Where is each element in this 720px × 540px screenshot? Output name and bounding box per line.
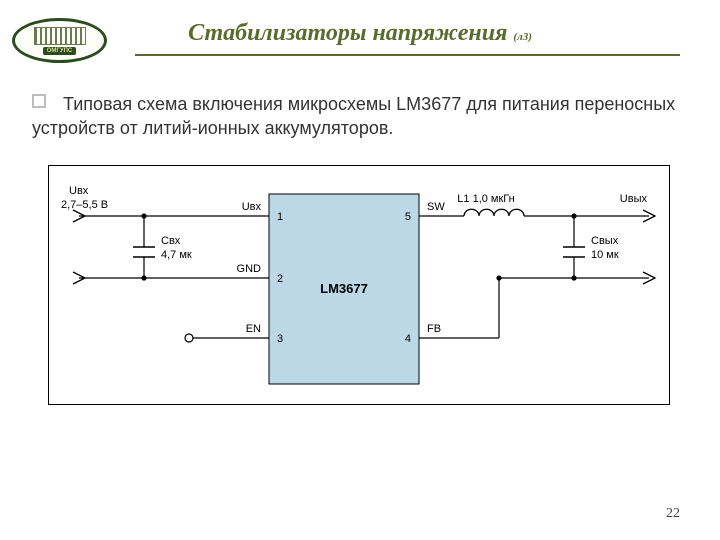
- svg-text:3: 3: [277, 333, 283, 345]
- svg-text:10 мк: 10 мк: [591, 249, 619, 261]
- page-number: 22: [666, 506, 680, 522]
- svg-text:L1 1,0 мкГн: L1 1,0 мкГн: [457, 193, 514, 205]
- svg-text:FB: FB: [427, 323, 441, 335]
- svg-text:LM3677: LM3677: [320, 281, 368, 296]
- svg-text:EN: EN: [246, 323, 261, 335]
- svg-text:5: 5: [405, 211, 411, 223]
- title-sub: (л3): [513, 31, 531, 43]
- svg-text:Uвх: Uвх: [242, 201, 262, 213]
- bullet-item: Типовая схема включения микросхемы LM367…: [32, 92, 680, 141]
- svg-text:Cвх: Cвх: [161, 235, 181, 247]
- svg-text:4,7 мк: 4,7 мк: [161, 249, 192, 261]
- bullet-text: Типовая схема включения микросхемы LM367…: [32, 94, 675, 138]
- svg-text:SW: SW: [427, 201, 445, 213]
- svg-text:Cвых: Cвых: [591, 235, 619, 247]
- circuit-diagram: LM3677 1 Uвх 2 GND 3 EN 5 SW 4 FB Uвх 2,7–5,5 В Cвх 4,…: [48, 165, 670, 405]
- circuit-svg: LM3677 1 Uвх 2 GND 3 EN 5 SW 4 FB Uвх 2,7–5,5 В Cвх 4,…: [49, 166, 669, 404]
- svg-text:Uвх: Uвх: [69, 185, 89, 197]
- slide-title: Стабилизаторы напряжения (л3): [0, 20, 720, 47]
- svg-text:Uвых: Uвых: [620, 193, 648, 205]
- svg-text:1: 1: [277, 211, 283, 223]
- svg-text:2,7–5,5 В: 2,7–5,5 В: [61, 199, 108, 211]
- svg-text:4: 4: [405, 333, 411, 345]
- title-main: Стабилизаторы напряжения: [188, 20, 507, 46]
- title-underline: [135, 54, 680, 56]
- svg-text:2: 2: [277, 273, 283, 285]
- logo-text: ОМГУПС: [43, 47, 76, 55]
- bullet-marker-icon: [32, 94, 46, 108]
- svg-text:GND: GND: [237, 263, 262, 275]
